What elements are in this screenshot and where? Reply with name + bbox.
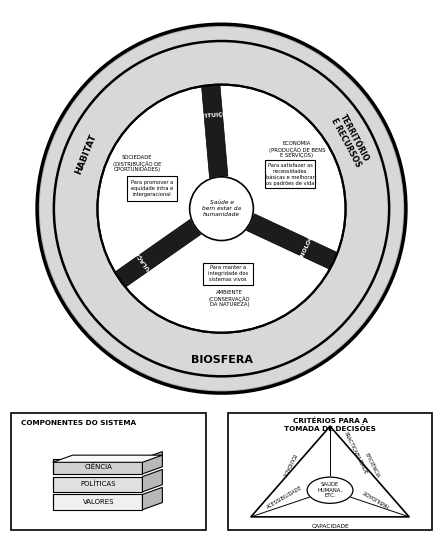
- Text: INSTITUIÇÕES: INSTITUIÇÕES: [190, 110, 237, 120]
- Text: BIOSFERA: BIOSFERA: [190, 354, 253, 365]
- Text: Para satisfazer as
necessidades
básicas e melhorar
os padrões de vida: Para satisfazer as necessidades básicas …: [266, 163, 315, 185]
- Polygon shape: [246, 214, 338, 269]
- Polygon shape: [53, 455, 163, 462]
- Text: Para promover a
equidade intra e
intergeracional: Para promover a equidade intra e interge…: [131, 180, 173, 197]
- Polygon shape: [217, 85, 346, 255]
- Text: Para manter a
integridade dos
sistemas vivos: Para manter a integridade dos sistemas v…: [208, 265, 248, 282]
- Text: EFICIÊNCIA: EFICIÊNCIA: [363, 452, 380, 479]
- Circle shape: [190, 177, 253, 241]
- Circle shape: [37, 24, 406, 393]
- Text: SAÚDE
HUMANA,
ETC.: SAÚDE HUMANA, ETC.: [318, 482, 342, 498]
- Circle shape: [40, 28, 403, 390]
- Text: POPULAÇÃO: POPULAÇÃO: [131, 244, 159, 281]
- Text: CIÊNCIA: CIÊNCIA: [85, 463, 113, 469]
- Polygon shape: [143, 469, 163, 492]
- Polygon shape: [115, 220, 201, 287]
- Text: PRACTICABILIDADE: PRACTICABILIDADE: [342, 431, 368, 476]
- Text: HABILIDADE: HABILIDADE: [361, 488, 390, 507]
- Circle shape: [54, 41, 389, 376]
- FancyBboxPatch shape: [203, 263, 253, 285]
- Text: SOCIEDADE
(DISTRIBUIÇÃO DE
OPORTUNIDADES): SOCIEDADE (DISTRIBUIÇÃO DE OPORTUNIDADES…: [113, 156, 161, 172]
- Polygon shape: [143, 451, 163, 474]
- Text: VALORES: VALORES: [83, 499, 114, 505]
- Text: ACESSIBILIDADE: ACESSIBILIDADE: [265, 485, 303, 510]
- Polygon shape: [124, 257, 331, 333]
- Text: AMBIENTE
(CONSERVAÇÃO
DA NATUREZA): AMBIENTE (CONSERVAÇÃO DA NATUREZA): [209, 291, 250, 307]
- Text: TECNOLOGIA: TECNOLOGIA: [295, 228, 318, 269]
- Polygon shape: [143, 487, 163, 509]
- FancyBboxPatch shape: [53, 494, 143, 509]
- FancyBboxPatch shape: [11, 413, 206, 530]
- Text: POLÍTICAS: POLÍTICAS: [81, 481, 117, 487]
- Circle shape: [97, 85, 346, 333]
- Polygon shape: [202, 84, 228, 178]
- Circle shape: [97, 85, 346, 333]
- Text: HABITAT: HABITAT: [73, 132, 98, 175]
- Circle shape: [54, 41, 389, 376]
- FancyBboxPatch shape: [53, 476, 143, 492]
- Text: CRITÉRIOS PARA A
TOMADA DE DECISÕES: CRITÉRIOS PARA A TOMADA DE DECISÕES: [284, 418, 376, 432]
- Polygon shape: [97, 86, 207, 274]
- FancyBboxPatch shape: [127, 176, 177, 201]
- Circle shape: [307, 477, 353, 504]
- Text: ECONOMIA
(PRODUÇÃO DE BENS
E SERVIÇOS): ECONOMIA (PRODUÇÃO DE BENS E SERVIÇOS): [268, 141, 325, 158]
- Text: EQUIDADE: EQUIDADE: [280, 453, 296, 478]
- Text: Saúde e
bem estar da
humanidade: Saúde e bem estar da humanidade: [202, 200, 241, 217]
- Text: TERRITÓRIO
E RECURSOS: TERRITÓRIO E RECURSOS: [329, 112, 371, 169]
- FancyBboxPatch shape: [228, 413, 432, 530]
- FancyBboxPatch shape: [265, 160, 315, 188]
- Text: CAPACIDADE: CAPACIDADE: [311, 524, 349, 529]
- FancyBboxPatch shape: [53, 459, 143, 474]
- Text: COMPONENTES DO SISTEMA: COMPONENTES DO SISTEMA: [21, 420, 136, 426]
